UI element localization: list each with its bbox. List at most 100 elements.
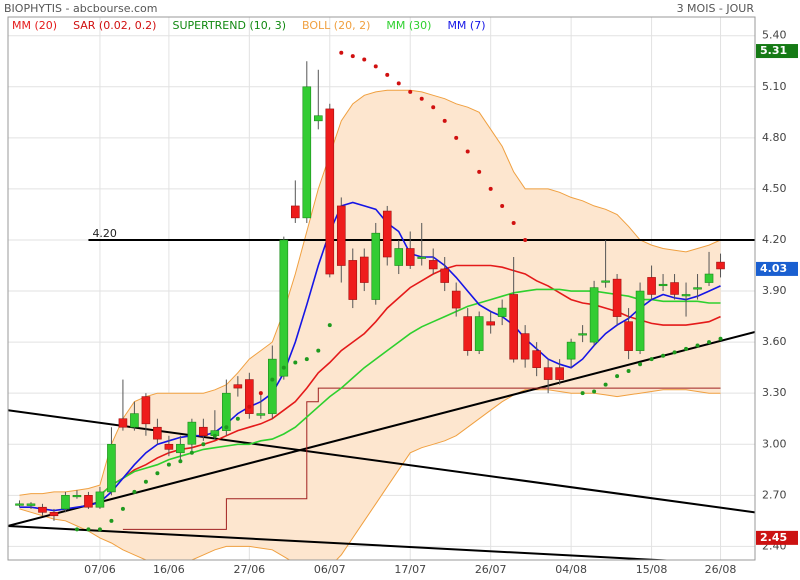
price-marker-label: 5.31 bbox=[760, 44, 787, 57]
sar-dot bbox=[178, 459, 183, 464]
sar-dot bbox=[339, 50, 344, 55]
resistance-label: 4.20 bbox=[92, 227, 117, 240]
sar-dot bbox=[626, 369, 631, 374]
sar-dot bbox=[362, 57, 367, 62]
candle-body bbox=[302, 86, 312, 219]
sar-dot bbox=[580, 391, 585, 396]
candle-body bbox=[509, 294, 518, 360]
candle-body bbox=[635, 290, 645, 351]
y-tick-label: 4.50 bbox=[762, 182, 787, 195]
candle-body bbox=[348, 260, 358, 300]
y-tick-label: 3.90 bbox=[762, 284, 787, 297]
sar-dot bbox=[396, 81, 401, 86]
sar-dot bbox=[431, 105, 436, 110]
price-marker bbox=[756, 530, 798, 545]
sar-dot bbox=[224, 425, 229, 430]
candle-body bbox=[187, 421, 197, 445]
sar-dot bbox=[442, 118, 447, 123]
y-tick-label: 3.00 bbox=[762, 437, 787, 450]
y-tick-label: 3.60 bbox=[762, 335, 787, 348]
candle-body bbox=[61, 495, 70, 510]
x-tick-label: 17/07 bbox=[394, 563, 426, 576]
legend-entry: SAR (0.02, 0.2) bbox=[73, 19, 156, 32]
candle-body bbox=[428, 260, 438, 270]
sar-dot bbox=[281, 365, 286, 370]
sar-dot bbox=[592, 389, 597, 394]
sar-dot bbox=[603, 382, 608, 387]
candle-body bbox=[543, 367, 553, 380]
sar-dot bbox=[132, 489, 137, 494]
candle-body bbox=[72, 495, 82, 498]
candle-body bbox=[233, 384, 243, 389]
candle-body bbox=[497, 307, 507, 317]
trend-line bbox=[8, 524, 677, 560]
sar-dot bbox=[385, 72, 390, 77]
candle-body bbox=[693, 287, 702, 290]
sar-dot bbox=[500, 203, 505, 208]
x-tick-label: 15/08 bbox=[636, 563, 668, 576]
trend-line bbox=[8, 330, 755, 527]
candle-body bbox=[612, 278, 622, 317]
sar-dot bbox=[373, 64, 378, 69]
y-tick-label: 4.80 bbox=[762, 131, 787, 144]
candle-body bbox=[141, 396, 151, 425]
sar-dot bbox=[615, 374, 620, 379]
candle-body bbox=[486, 321, 495, 326]
candle-body bbox=[670, 282, 679, 295]
sar-dot bbox=[488, 186, 493, 191]
sar-dot bbox=[327, 323, 332, 328]
sar-dot bbox=[143, 479, 148, 484]
plot-frame bbox=[7, 16, 756, 561]
candle-body bbox=[279, 239, 289, 377]
legend-entry: BOLL (20, 2) bbox=[302, 19, 370, 32]
legend-entry: MM (30) bbox=[386, 19, 431, 32]
candle-body bbox=[268, 358, 277, 414]
x-tick-label: 27/06 bbox=[233, 563, 265, 576]
x-tick-label: 06/07 bbox=[314, 563, 346, 576]
candle-body bbox=[130, 413, 139, 428]
sar-dot bbox=[247, 404, 252, 409]
sar-dot bbox=[350, 54, 355, 59]
sar-dot bbox=[707, 340, 712, 345]
sar-dot bbox=[649, 357, 654, 362]
sar-dot bbox=[638, 362, 643, 367]
candle-body bbox=[15, 503, 24, 506]
sar-dot bbox=[419, 96, 424, 101]
candle-body bbox=[245, 379, 254, 414]
sar-dot bbox=[97, 527, 102, 532]
legend-entry: SUPERTREND (10, 3) bbox=[172, 19, 286, 32]
y-tick-label: 4.20 bbox=[762, 233, 787, 246]
candle-body bbox=[382, 210, 392, 258]
candle-body bbox=[222, 392, 231, 431]
candle-body bbox=[440, 268, 450, 283]
sar-dot bbox=[695, 343, 700, 348]
candle-body bbox=[26, 503, 36, 506]
boll-lower bbox=[19, 389, 721, 560]
price-marker bbox=[756, 44, 798, 59]
candle-body bbox=[601, 280, 610, 283]
sar-dot bbox=[258, 391, 263, 396]
legend-entry: MM (20) bbox=[12, 19, 57, 32]
y-tick-label: 5.10 bbox=[762, 80, 787, 93]
sar-dot bbox=[477, 169, 482, 174]
sar-dot bbox=[235, 416, 240, 421]
candle-body bbox=[647, 277, 656, 295]
candle-body bbox=[291, 205, 300, 219]
candle-body bbox=[95, 491, 105, 508]
candle-body bbox=[405, 248, 415, 266]
candle-body bbox=[325, 108, 335, 275]
sar-dot bbox=[120, 506, 125, 511]
candle-body bbox=[566, 341, 576, 360]
y-tick-label: 2.70 bbox=[762, 488, 787, 501]
sar-dot bbox=[454, 135, 459, 140]
candle-body bbox=[624, 321, 633, 351]
candle-body bbox=[520, 333, 530, 360]
candle-body bbox=[176, 443, 185, 454]
chart-subtitle: 3 MOIS - JOUR bbox=[677, 2, 755, 15]
sar-dot bbox=[408, 89, 413, 94]
candle-body bbox=[578, 333, 587, 336]
candle-body bbox=[38, 506, 47, 513]
x-tick-label: 26/07 bbox=[475, 563, 507, 576]
x-tick-label: 07/06 bbox=[84, 563, 116, 576]
